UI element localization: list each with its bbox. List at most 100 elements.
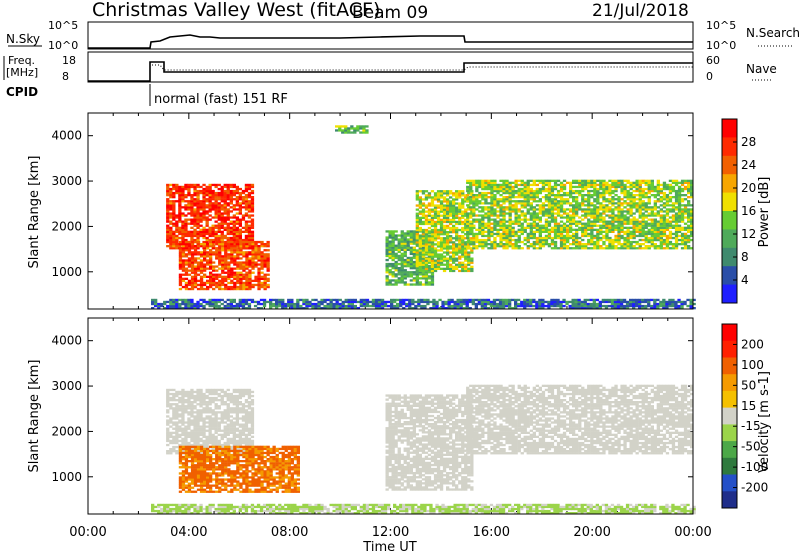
power-cell xyxy=(596,191,600,195)
power-cell xyxy=(653,302,657,306)
power-cell xyxy=(502,196,506,199)
power-cell xyxy=(430,265,435,268)
power-cell xyxy=(411,298,415,302)
power-cell xyxy=(250,204,255,207)
power-cell xyxy=(449,206,453,209)
power-cell xyxy=(388,271,392,274)
power-cell xyxy=(184,226,188,229)
power-cell xyxy=(190,200,194,203)
power-cell xyxy=(599,238,603,242)
power-cell xyxy=(517,179,521,182)
power-cell xyxy=(388,256,392,260)
power-cell xyxy=(659,222,663,225)
power-cell xyxy=(569,222,573,225)
power-cell xyxy=(532,181,536,184)
power-cell xyxy=(452,210,456,213)
power-cell xyxy=(467,263,471,266)
power-cell xyxy=(400,267,404,270)
power-cell xyxy=(478,238,482,242)
power-cell xyxy=(608,210,612,213)
power-cell xyxy=(205,206,209,209)
power-cell xyxy=(172,236,176,240)
power-cell xyxy=(653,238,657,242)
power-cell xyxy=(169,232,173,236)
power-cell xyxy=(683,194,688,197)
power-cell xyxy=(680,302,684,306)
power-cell xyxy=(154,300,158,304)
power-cell xyxy=(665,202,670,205)
power-cell xyxy=(226,226,230,229)
power-cell xyxy=(635,218,639,221)
power-cell xyxy=(202,307,206,310)
power-cell xyxy=(650,298,654,302)
power-cell xyxy=(480,302,484,306)
power-cell xyxy=(593,236,597,240)
power-cell xyxy=(470,222,474,226)
power-cell xyxy=(605,226,609,229)
power-cell xyxy=(424,198,429,201)
power-cell xyxy=(484,243,488,246)
power-cell xyxy=(625,307,630,310)
power-cell xyxy=(605,210,609,213)
power-cell xyxy=(239,247,243,250)
power-cell xyxy=(486,302,491,306)
power-cell xyxy=(581,226,585,229)
power-cell xyxy=(677,206,682,209)
power-cell xyxy=(547,224,552,227)
power-cell xyxy=(683,300,687,304)
power-cell xyxy=(541,183,546,187)
power-cell xyxy=(314,307,318,310)
power-cell xyxy=(590,185,594,189)
power-cell xyxy=(190,243,195,246)
power-cell xyxy=(397,248,401,251)
power-cell xyxy=(193,267,198,270)
power-cell xyxy=(218,247,222,250)
power-cell xyxy=(556,226,561,229)
power-cell xyxy=(472,204,476,207)
power-cell xyxy=(449,259,453,262)
power-cell xyxy=(199,189,203,193)
power-cell xyxy=(184,249,189,252)
power-cell xyxy=(623,185,627,189)
power-cell xyxy=(605,247,609,250)
power-cell xyxy=(466,232,470,236)
power-cell xyxy=(458,255,462,258)
power-cell xyxy=(205,204,209,207)
power-cell xyxy=(541,212,546,215)
power-cell xyxy=(662,187,667,191)
power-cell xyxy=(353,300,357,304)
power-cell xyxy=(208,194,212,197)
power-cell xyxy=(547,236,552,240)
power-cell xyxy=(483,298,488,302)
power-cell xyxy=(559,200,564,203)
power-cell xyxy=(178,212,182,215)
power-cell xyxy=(239,275,243,278)
power-cell xyxy=(341,307,345,310)
power-cell xyxy=(599,236,603,240)
power-cell xyxy=(566,194,570,197)
power-cell xyxy=(493,208,497,211)
power-cell xyxy=(498,304,503,308)
power-cell xyxy=(529,208,533,211)
power-cell xyxy=(656,179,660,182)
power-cell xyxy=(490,179,494,182)
power-cell xyxy=(611,222,615,225)
power-cell xyxy=(260,251,264,254)
power-cell xyxy=(486,307,491,310)
power-cell xyxy=(641,214,645,217)
power-cell xyxy=(469,200,473,203)
power-cell xyxy=(184,204,188,207)
power-cell xyxy=(266,245,270,248)
power-cell xyxy=(356,300,360,304)
power-cell xyxy=(508,210,512,213)
power-cell xyxy=(593,204,597,207)
power-cell xyxy=(263,287,267,291)
power-cell xyxy=(535,191,539,195)
power-cell xyxy=(665,240,670,244)
power-cell xyxy=(187,187,191,191)
power-cell xyxy=(677,224,682,227)
power-cell xyxy=(614,218,618,221)
power-cell xyxy=(446,257,450,260)
power-cell xyxy=(508,236,512,240)
power-cell xyxy=(209,249,213,252)
